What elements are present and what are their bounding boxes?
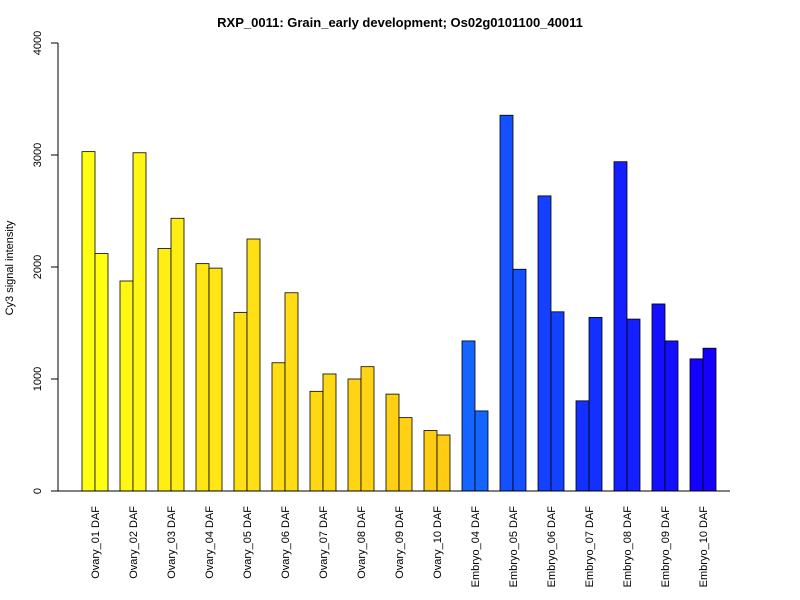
category-label: Ovary_06 DAF — [280, 506, 292, 579]
bar — [461, 340, 476, 492]
category-label: Ovary_02 DAF — [128, 506, 140, 579]
bar — [81, 151, 96, 492]
category-label: Embryo_07 DAF — [584, 506, 596, 588]
bar — [499, 114, 514, 492]
bar — [246, 238, 261, 492]
category-labels: Ovary_01 DAF Ovary_02 DAF Ovary_03 DAF Ovar… — [90, 506, 710, 588]
bar — [360, 366, 375, 492]
bar — [651, 303, 666, 492]
bar — [208, 267, 223, 492]
bar — [119, 280, 134, 492]
category-label: Ovary_07 DAF — [318, 506, 330, 579]
category-label: Ovary_04 DAF — [204, 506, 216, 579]
bar — [195, 263, 210, 492]
y-tick-label: 3000 — [32, 143, 44, 167]
y-tick-label: 0 — [32, 488, 44, 494]
category-label: Embryo_06 DAF — [546, 506, 558, 588]
y-tick-label: 1000 — [32, 367, 44, 391]
y-tick-label: 4000 — [32, 31, 44, 55]
bar — [94, 253, 109, 492]
bars-group — [81, 114, 717, 492]
bar — [271, 362, 286, 492]
bar — [284, 292, 299, 492]
chart-title: RXP_0011: Grain_early development; Os02g… — [217, 15, 583, 30]
y-axis: 0 1000 2000 3000 4000 — [32, 31, 59, 494]
bar — [436, 434, 451, 492]
bar — [398, 417, 413, 492]
bar — [537, 195, 552, 492]
category-label: Ovary_05 DAF — [242, 506, 254, 579]
category-label: Ovary_08 DAF — [356, 506, 368, 579]
bar — [702, 347, 717, 492]
y-axis-label: Cy3 signal intensity — [4, 220, 16, 315]
bar — [157, 248, 172, 492]
bar — [664, 340, 679, 492]
category-label: Embryo_08 DAF — [622, 506, 634, 588]
bar — [385, 393, 400, 492]
category-label: Ovary_09 DAF — [394, 506, 406, 579]
bar — [550, 311, 565, 492]
category-label: Ovary_01 DAF — [90, 506, 102, 579]
category-label: Ovary_03 DAF — [166, 506, 178, 579]
category-label: Ovary_10 DAF — [432, 506, 444, 579]
bar — [626, 318, 641, 492]
category-label: Embryo_09 DAF — [660, 506, 672, 588]
bar — [689, 358, 704, 492]
bar — [233, 311, 248, 492]
bar — [309, 390, 324, 492]
bar — [613, 161, 628, 492]
bar — [132, 152, 147, 492]
category-label: Embryo_10 DAF — [698, 506, 710, 588]
bar — [322, 373, 337, 492]
category-label: Embryo_04 DAF — [470, 506, 482, 588]
bar — [512, 268, 527, 492]
bar — [474, 410, 489, 492]
y-tick-label: 2000 — [32, 255, 44, 279]
bar — [423, 430, 438, 492]
bar — [588, 316, 603, 492]
category-label: Embryo_05 DAF — [508, 506, 520, 588]
bar — [170, 217, 185, 492]
bar — [575, 400, 590, 492]
bar — [347, 378, 362, 492]
